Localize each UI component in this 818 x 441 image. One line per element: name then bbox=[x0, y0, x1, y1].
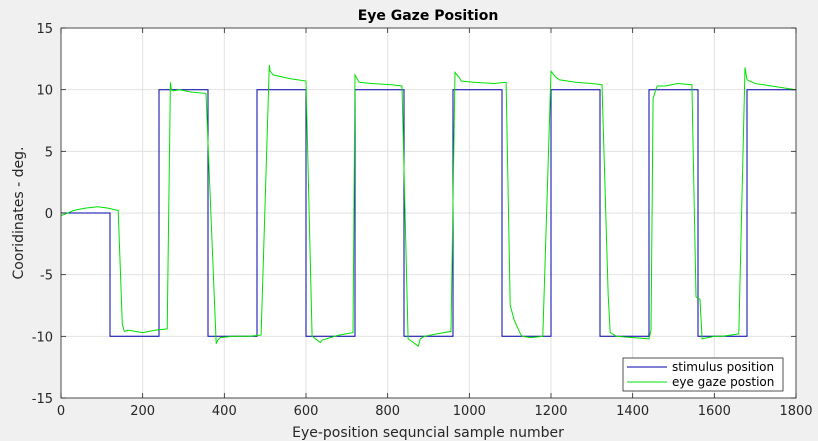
legend-label-stimulus: stimulus position bbox=[672, 360, 774, 374]
x-tick-label: 1800 bbox=[779, 404, 812, 419]
series-line-stimulus bbox=[61, 89, 796, 337]
y-tick-label: -10 bbox=[32, 330, 53, 345]
x-tick-label: 1400 bbox=[616, 404, 649, 419]
y-tick-label: 10 bbox=[36, 84, 53, 99]
x-tick-label: 1000 bbox=[453, 404, 486, 419]
x-tick-label: 800 bbox=[375, 404, 400, 419]
legend-box bbox=[622, 357, 784, 392]
plot-lines bbox=[60, 64, 797, 348]
y-tick-label: 15 bbox=[36, 22, 53, 37]
x-tick-label: 1200 bbox=[534, 404, 567, 419]
ticks: 0 200 400 600 800 1000 1200 1400 1600 1800 -15 -10 -… bbox=[32, 22, 813, 419]
legend-label-gaze: eye gaze postion bbox=[672, 375, 774, 389]
y-tick-label: 5 bbox=[45, 145, 53, 160]
x-tick-label: 0 bbox=[57, 404, 65, 419]
chart-title: Eye Gaze Position bbox=[358, 8, 499, 24]
y-tick-label: 0 bbox=[45, 207, 53, 222]
x-tick-label: 1600 bbox=[698, 404, 731, 419]
y-tick-label: -15 bbox=[32, 392, 53, 407]
y-tick-label: -5 bbox=[40, 269, 53, 284]
series-line-gaze bbox=[60, 64, 797, 348]
legend: stimulus position eye gaze postion bbox=[622, 357, 784, 392]
x-tick-label: 400 bbox=[212, 404, 237, 419]
y-axis-label: Cooridinates - deg. bbox=[11, 147, 27, 280]
x-axis-label: Eye-position sequncial sample number bbox=[292, 425, 564, 441]
x-tick-label: 600 bbox=[294, 404, 319, 419]
x-tick-label: 200 bbox=[130, 404, 155, 419]
